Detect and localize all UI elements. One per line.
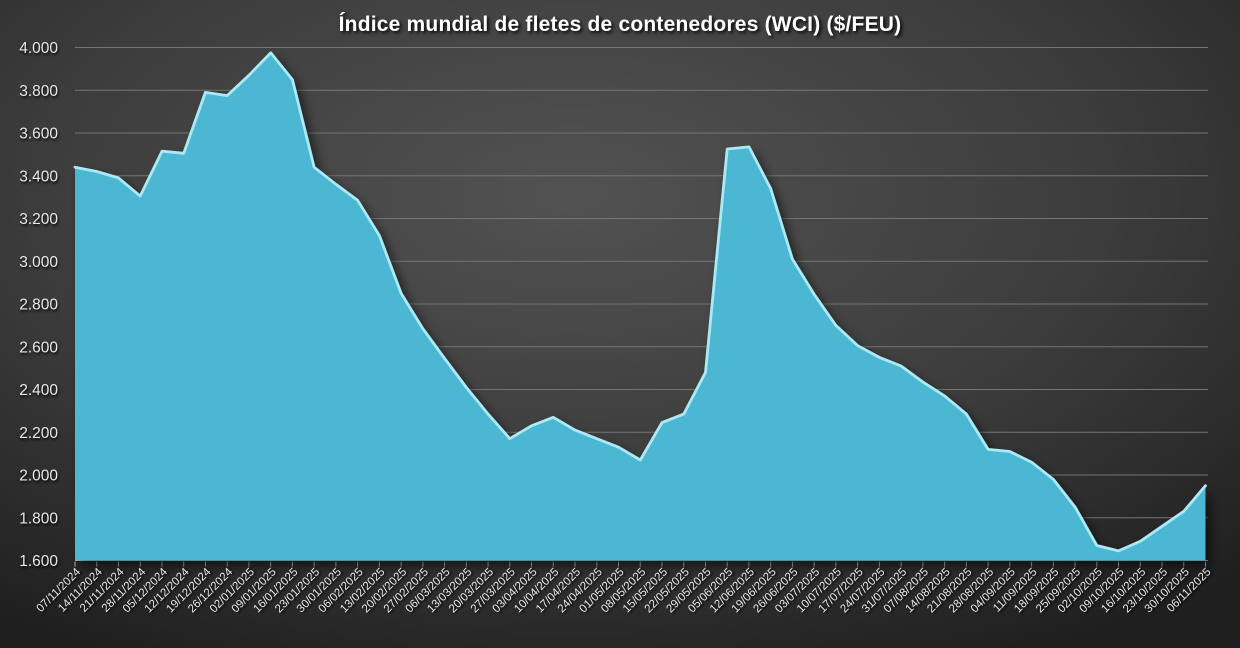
chart-title: Índice mundial de fletes de contenedores… (338, 13, 902, 36)
y-axis-label: 1.800 (19, 510, 58, 527)
y-axis-label: 2.200 (19, 425, 58, 442)
y-axis-label: 3.800 (19, 83, 58, 100)
y-axis-label: 3.000 (19, 254, 58, 271)
y-axis-label: 1.600 (19, 553, 58, 570)
y-axis-label: 2.400 (19, 382, 58, 399)
y-axis-label: 2.800 (19, 297, 58, 314)
area-series-group (73, 51, 1207, 561)
y-axis-label: 2.600 (19, 339, 58, 356)
y-axis-label: 3.600 (19, 126, 58, 143)
y-axis-label: 2.000 (19, 468, 58, 485)
wci-area-series (75, 52, 1206, 561)
y-axis-label: 4.000 (19, 40, 58, 57)
wci-area-top-highlight (73, 51, 1207, 553)
y-axis-label: 3.200 (19, 211, 58, 228)
y-axis-label: 3.400 (19, 168, 58, 185)
